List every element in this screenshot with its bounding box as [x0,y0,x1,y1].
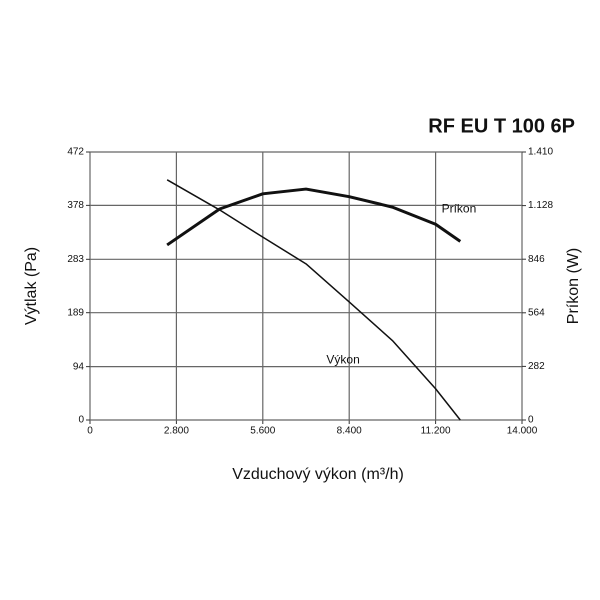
y2-tick-label: 282 [528,361,545,372]
series-line [166,187,462,247]
series-label: Príkon [442,201,477,215]
y-tick-label: 378 [67,200,84,211]
y-tick-label: 0 [78,415,84,426]
x-tick-label: 14.000 [507,426,538,437]
y-tick-label: 283 [67,254,84,265]
series-line [166,179,461,421]
y2-tick-label: 846 [528,254,545,265]
x-tick-label: 11.200 [421,426,451,437]
series-label: Výkon [326,353,359,367]
x-tick-label: 5.600 [250,426,275,437]
x-tick-label: 2.800 [164,426,189,437]
x-tick-label: 0 [87,426,93,437]
y-tick-label: 94 [73,361,85,372]
y2-tick-label: 0 [528,415,534,426]
y-axis-label: Výtlak (Pa) [23,247,40,325]
x-axis-label: Vzduchový výkon (m³/h) [232,466,404,483]
y2-tick-label: 564 [528,307,545,318]
chart-title: RF EU T 100 6P [428,115,575,137]
y2-tick-label: 1.410 [528,147,553,158]
y-tick-label: 189 [67,307,84,318]
x-tick-label: 8.400 [337,426,362,437]
y-tick-label: 472 [67,147,84,158]
y2-tick-label: 1.128 [528,200,553,211]
plot-area [89,151,523,421]
y2-axis-label: Príkon (W) [565,248,582,324]
